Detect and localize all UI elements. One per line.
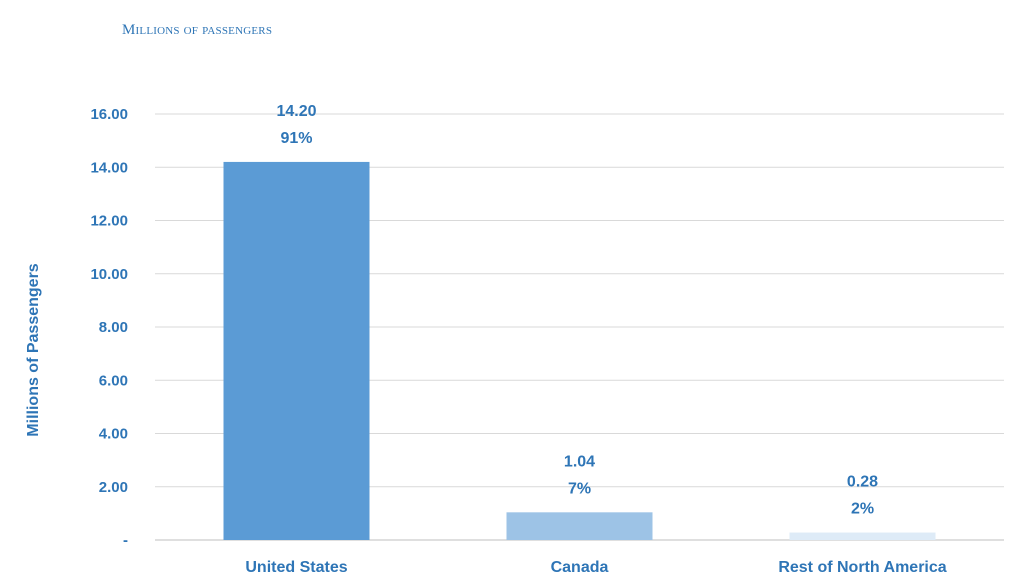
bar	[506, 512, 653, 540]
x-category-label: United States	[245, 559, 347, 576]
y-tick-label: 2.00	[99, 479, 128, 496]
bar	[789, 532, 936, 540]
data-label-share: 91%	[280, 130, 312, 147]
y-tick-label: 14.00	[90, 159, 128, 176]
x-axis-categories: United States Canada Rest of North America	[245, 559, 946, 576]
y-tick-label: 16.00	[90, 106, 128, 123]
bar	[223, 161, 370, 541]
data-label-share: 2%	[851, 501, 874, 518]
data-label-share: 7%	[568, 480, 591, 497]
bars	[223, 161, 936, 541]
y-axis-ticks: - 2.00 4.00 6.00 8.00 10.00 12.00 14.00 16.00	[90, 106, 128, 549]
y-tick-label: 8.00	[99, 319, 128, 336]
data-label-value: 0.28	[847, 474, 878, 491]
y-tick-label: 10.00	[90, 266, 128, 283]
y-tick-label: 12.00	[90, 213, 128, 230]
data-label-value: 1.04	[564, 453, 595, 470]
x-category-label: Rest of North America	[778, 559, 946, 576]
x-category-label: Canada	[551, 559, 609, 576]
y-tick-label: 6.00	[99, 372, 128, 389]
data-labels: 14.20 91% 1.04 7% 0.28 2%	[276, 103, 878, 518]
y-axis-label: Millions of Passengers	[25, 263, 42, 436]
chart-caption: Millions of passengers	[122, 22, 273, 38]
y-tick-label: -	[123, 532, 128, 549]
data-label-value: 14.20	[276, 103, 316, 120]
y-tick-label: 4.00	[99, 426, 128, 443]
